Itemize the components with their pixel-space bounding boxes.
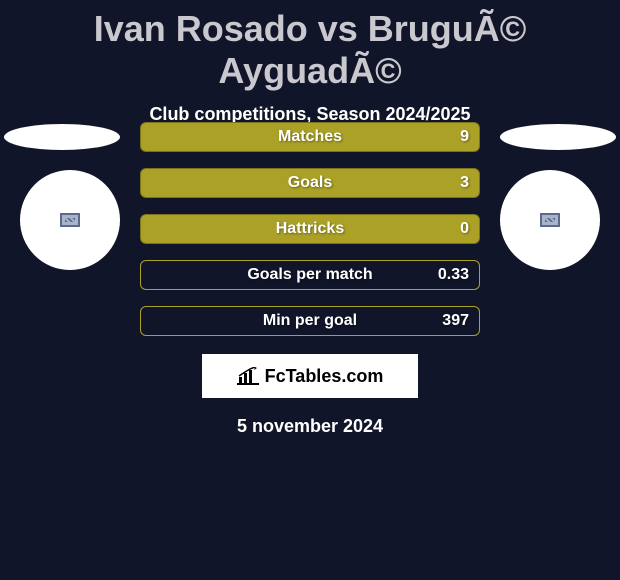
player-badge-circle-right	[500, 170, 600, 270]
logo-text: FcTables.com	[265, 366, 384, 387]
placeholder-icon	[540, 213, 560, 227]
date-text: 5 november 2024	[0, 416, 620, 437]
site-logo: FcTables.com	[202, 354, 418, 398]
chart-icon	[237, 367, 259, 385]
player-badge-ellipse-left	[4, 124, 120, 150]
stat-value: 3	[460, 174, 469, 192]
stat-bar: Min per goal397	[140, 306, 480, 336]
stat-value: 0.33	[438, 266, 469, 284]
stat-bar: Goals3	[140, 168, 480, 198]
stat-label: Matches	[141, 128, 479, 146]
stat-bar: Goals per match0.33	[140, 260, 480, 290]
player-badge-ellipse-right	[500, 124, 616, 150]
stat-bar: Hattricks0	[140, 214, 480, 244]
stat-value: 9	[460, 128, 469, 146]
stat-label: Goals per match	[141, 266, 479, 284]
stat-value: 397	[442, 312, 469, 330]
player-badge-circle-left	[20, 170, 120, 270]
stat-label: Min per goal	[141, 312, 479, 330]
stats-bars: Matches9Goals3Hattricks0Goals per match0…	[140, 122, 480, 352]
stat-label: Goals	[141, 174, 479, 192]
stat-bar: Matches9	[140, 122, 480, 152]
stat-label: Hattricks	[141, 220, 479, 238]
page-title: Ivan Rosado vs BruguÃ© AyguadÃ©	[0, 0, 620, 92]
placeholder-icon	[60, 213, 80, 227]
stat-value: 0	[460, 220, 469, 238]
